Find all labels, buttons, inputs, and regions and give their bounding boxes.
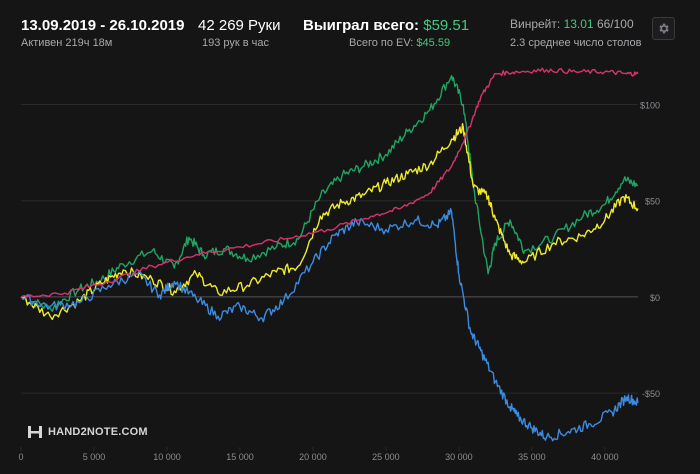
winnings-graph: -$50 $0 $50 $100 0 5 000 10 000 15 000 20 000 25 … (0, 60, 700, 474)
winrate: Винрейт: 13.01 66/100 (510, 17, 634, 31)
y-tick-label: $0 (650, 293, 660, 303)
winrate-value: 13.01 (563, 17, 594, 31)
won-total: Выиграл всего: $59.51 (303, 17, 469, 34)
avg-tables: 2.3 среднее число столов (510, 37, 642, 49)
won-label: Выиграл всего: (303, 17, 420, 34)
series-line-pink (20, 67, 639, 298)
h2n-logo-icon (28, 426, 42, 438)
hands-count: 42 269 Руки (198, 17, 281, 34)
active-time: Активен 219ч 18м (21, 37, 113, 49)
ev-value: $45.59 (416, 37, 451, 49)
x-tick-label: 5 000 (83, 452, 106, 462)
ev-label: Всего по EV: (349, 37, 414, 49)
x-tick-label: 35 000 (518, 452, 546, 462)
x-tick-label: 40 000 (591, 452, 619, 462)
y-tick-label: $100 (640, 100, 660, 110)
x-tick-label: 25 000 (372, 452, 400, 462)
series-line-green (20, 74, 639, 312)
x-tick-label: 30 000 (445, 452, 473, 462)
x-tick-label: 0 (18, 452, 23, 462)
x-tick-label: 15 000 (226, 452, 254, 462)
winrate-label: Винрейт: (510, 17, 561, 31)
hands-per-hour: 193 рук в час (202, 37, 270, 49)
x-tick-label: 10 000 (153, 452, 181, 462)
y-tick-label: $50 (645, 197, 660, 207)
stats-header: 13.09.2019 - 26.10.2019 Активен 219ч 18м… (0, 0, 700, 60)
y-tick-label: -$50 (642, 389, 660, 399)
gear-icon[interactable] (652, 17, 675, 40)
plot-background (0, 60, 700, 474)
date-range[interactable]: 13.09.2019 - 26.10.2019 (21, 17, 185, 34)
series-line-yellow (20, 123, 639, 321)
winrate-rank: 66/100 (596, 17, 634, 31)
logo-text: HAND2NOTE.COM (48, 426, 148, 438)
series-line-blue (20, 208, 639, 442)
x-tick-label: 20 000 (299, 452, 327, 462)
ev-total: Всего по EV: $45.59 (349, 37, 450, 49)
won-value: $59.51 (423, 17, 470, 34)
